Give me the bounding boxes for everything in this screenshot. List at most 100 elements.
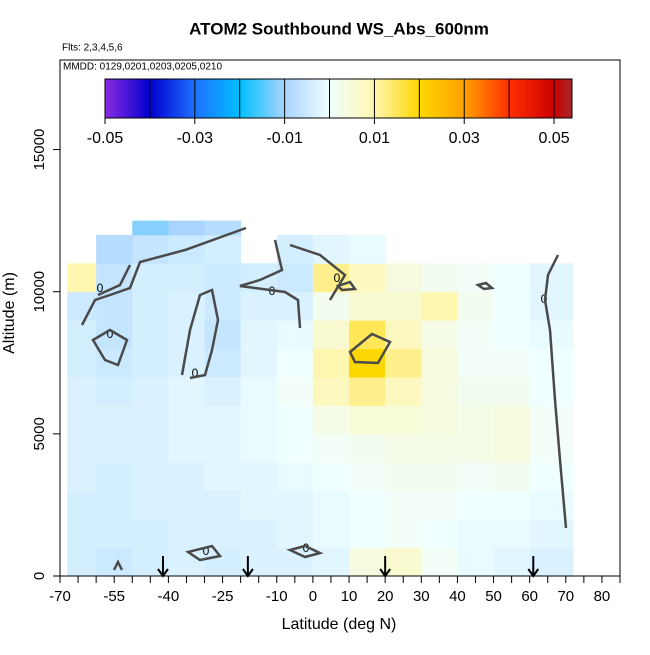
y-tick-label: 10000 [31, 271, 48, 313]
heat-cell [312, 462, 350, 492]
contour-line [80, 226, 247, 326]
flight-marker [379, 556, 391, 578]
heat-cell [168, 462, 206, 492]
heat-cell [493, 320, 531, 350]
heat-cell [349, 547, 386, 577]
heat-cell [312, 348, 350, 378]
heat-cell [457, 320, 495, 350]
heat-cell [96, 462, 133, 492]
heat-cell [421, 405, 458, 435]
plot-frame [59, 59, 621, 577]
heat-cell [312, 376, 350, 406]
heat-cell [349, 320, 386, 350]
heat-cell [349, 376, 386, 406]
contour-label: 0 [107, 327, 114, 341]
heat-cell [204, 462, 242, 492]
heat-cell [67, 490, 97, 520]
heat-cell [276, 519, 314, 549]
heat-cell [240, 405, 278, 435]
heat-cell [67, 376, 97, 406]
heat-cell [276, 376, 314, 406]
heat-cell [132, 405, 169, 435]
heat-cell [493, 405, 531, 435]
heat-cell [276, 234, 314, 264]
heat-cell [132, 220, 169, 236]
x-tick-label: 70 [557, 588, 574, 605]
x-tick-label: -10 [266, 588, 288, 605]
heat-cell [240, 547, 278, 577]
heat-cell [493, 291, 531, 321]
contour-line [286, 544, 324, 559]
heat-cell [385, 291, 422, 321]
y-tick-label: 15000 [31, 129, 48, 171]
heat-cell [457, 547, 495, 577]
heat-cell [132, 376, 169, 406]
heat-cell [96, 490, 133, 520]
heat-cell [132, 291, 169, 321]
heat-cell [96, 405, 133, 435]
contour-line [97, 264, 132, 297]
heat-cell [240, 320, 278, 350]
contour-label: 0 [97, 281, 104, 295]
heat-cell [132, 519, 169, 549]
heat-cell [529, 462, 574, 492]
heat-cell [96, 291, 133, 321]
heat-cell [493, 263, 531, 293]
contour-label: 0 [192, 366, 199, 380]
heat-cell [240, 348, 278, 378]
x-tick-label: 10 [341, 588, 358, 605]
heat-cell [529, 519, 574, 549]
heat-cell [240, 490, 278, 520]
contour-line [180, 288, 220, 380]
contour-line [474, 281, 496, 291]
heat-cell [385, 348, 422, 378]
heat-cell [67, 405, 97, 435]
colorbar-tick-label: -0.05 [87, 130, 124, 147]
heat-cell [421, 376, 458, 406]
contour-line [348, 332, 392, 365]
heat-cell [529, 433, 574, 463]
heat-cell [204, 291, 242, 321]
heat-cell [349, 519, 386, 549]
heat-cell [421, 348, 458, 378]
heat-cell [276, 490, 314, 520]
flight-marker [242, 556, 254, 578]
y-tick-label: 0 [31, 572, 48, 580]
heat-cell [204, 547, 242, 577]
heat-cell [493, 348, 531, 378]
heat-cell [204, 220, 242, 236]
contour-line [112, 559, 124, 571]
heat-cell [493, 376, 531, 406]
heat-cell [168, 519, 206, 549]
heat-cell [276, 348, 314, 378]
x-tick-label: -40 [158, 588, 180, 605]
heat-cell [240, 519, 278, 549]
heat-cell [276, 405, 314, 435]
heat-cell [204, 405, 242, 435]
heat-cell [132, 433, 169, 463]
heat-cell [457, 433, 495, 463]
annotation: MMDD: 0129,0201,0203,0205,0210 [63, 62, 222, 73]
heat-cell [168, 263, 206, 293]
heat-cell [385, 490, 422, 520]
x-axis-label: Latitude (deg N) [282, 616, 397, 633]
heat-cell [204, 519, 242, 549]
heat-cell [168, 220, 206, 236]
subtitle: Flts: 2,3,4,5,6 [62, 43, 123, 54]
heat-cell [529, 405, 574, 435]
heat-cell [276, 320, 314, 350]
heat-cell [385, 405, 422, 435]
heat-cell [312, 519, 350, 549]
heat-cell [385, 376, 422, 406]
heat-cell [67, 547, 97, 577]
heat-cell [204, 433, 242, 463]
heatmap [67, 220, 574, 577]
heat-cell [240, 433, 278, 463]
heat-cell [132, 348, 169, 378]
contour-line [239, 239, 302, 329]
heat-cell [67, 263, 97, 293]
x-tick-label: 50 [485, 588, 502, 605]
heat-cell [96, 376, 133, 406]
contour-line [335, 280, 358, 292]
heat-cell [67, 433, 97, 463]
